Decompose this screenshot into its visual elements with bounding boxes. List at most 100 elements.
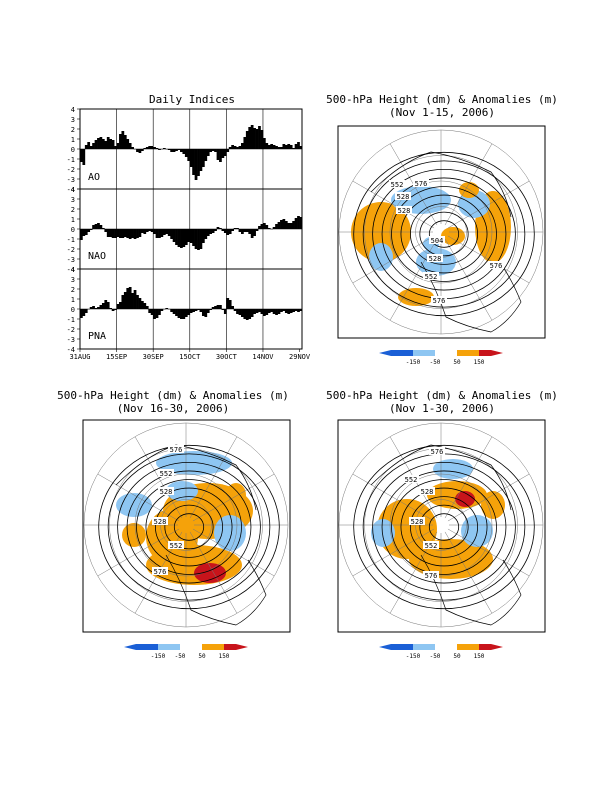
anomaly-neg-region xyxy=(214,515,246,551)
index-bar-PNA xyxy=(80,309,83,318)
colorbar-arrow-right xyxy=(491,644,503,650)
contour-label: 528 xyxy=(160,488,173,496)
contour-label: 552 xyxy=(160,470,173,478)
index-bar-AO xyxy=(260,130,264,149)
index-bar-AO xyxy=(87,142,91,149)
contour-label: 528 xyxy=(421,488,434,496)
anomaly-strong_pos-region xyxy=(194,563,226,583)
colorbar-arrow-right xyxy=(236,644,248,650)
index-bar-AO xyxy=(209,149,213,152)
index-bar-PNA xyxy=(180,309,183,319)
latitude-circle xyxy=(389,180,493,284)
colorbar-segment xyxy=(391,644,413,650)
index-bar-AO xyxy=(116,143,120,149)
index-bar-NAO xyxy=(172,229,176,242)
coastline-north-america xyxy=(165,554,267,626)
index-bar-NAO xyxy=(284,221,288,229)
index-bar-PNA xyxy=(262,309,266,316)
y-tick-label: 3 xyxy=(71,276,75,284)
index-bar-AO xyxy=(292,148,295,149)
index-bar-NAO xyxy=(265,225,269,229)
height-contour xyxy=(107,453,271,601)
latitude-circle xyxy=(109,448,263,602)
index-bar-AO xyxy=(131,147,134,149)
index-bar-PNA xyxy=(216,305,220,309)
index-bar-AO xyxy=(289,145,293,149)
index-bar-AO xyxy=(140,149,144,151)
contour-label-bg xyxy=(389,180,405,188)
colorbar-segment xyxy=(202,644,224,650)
map3-frame xyxy=(337,419,546,633)
index-bar-PNA xyxy=(250,309,254,317)
meridian-line xyxy=(352,528,435,577)
index-bar-PNA xyxy=(245,309,249,320)
index-bar-NAO xyxy=(177,229,181,247)
colorbar-arrow-left xyxy=(379,350,391,356)
index-bar-AO xyxy=(89,146,93,149)
index-bar-NAO xyxy=(241,229,244,234)
anomaly-pos-region xyxy=(427,481,487,509)
contour-label-bg xyxy=(409,517,425,525)
contour-label-bg xyxy=(396,206,412,214)
meridian-line xyxy=(97,473,180,522)
colorbar-segment xyxy=(158,644,180,650)
index-bar-NAO xyxy=(89,229,93,230)
meridian-line xyxy=(389,436,438,519)
index-bar-PNA xyxy=(294,309,298,311)
index-bar-NAO xyxy=(297,216,300,229)
index-bar-AO xyxy=(101,139,105,149)
contour-label: 528 xyxy=(154,518,167,526)
height-contour xyxy=(98,444,280,610)
y-tick-label: 2 xyxy=(71,206,75,214)
index-bar-NAO xyxy=(277,222,281,229)
meridian-line xyxy=(352,473,435,522)
index-bar-NAO xyxy=(216,227,220,229)
anomaly-pos-region xyxy=(122,523,146,547)
index-bar-AO xyxy=(282,144,286,149)
map1-frame xyxy=(337,125,546,339)
index-bar-NAO xyxy=(131,229,134,238)
index-bar-NAO xyxy=(140,229,144,233)
index-bar-NAO xyxy=(94,224,98,229)
meridian-line xyxy=(444,531,493,614)
index-bar-NAO xyxy=(99,225,103,229)
index-bar-PNA xyxy=(128,287,132,309)
height-contour xyxy=(353,444,535,610)
meridian-line xyxy=(444,238,493,321)
anomaly-neg-region xyxy=(416,248,456,276)
y-tick-label: -4 xyxy=(67,346,75,354)
anomaly-pos-region xyxy=(146,509,198,565)
anomaly-pos-region xyxy=(409,511,429,527)
height-contour xyxy=(164,504,214,550)
map3-title-line2: (Nov 1-30, 2006) xyxy=(389,402,495,415)
index-bar-AO xyxy=(297,142,300,149)
x-tick-label: 30OCT xyxy=(216,353,238,361)
index-bar-NAO xyxy=(255,229,259,231)
anomaly-strong_pos-region xyxy=(371,204,407,244)
y-tick-label: -3 xyxy=(67,176,75,184)
index-bar-AO xyxy=(114,146,117,149)
contour-label: 576 xyxy=(433,297,446,305)
latitude-circle xyxy=(415,499,467,551)
index-bar-PNA xyxy=(111,309,115,311)
index-bar-PNA xyxy=(221,309,225,310)
x-tick-label: 15OCT xyxy=(179,353,201,361)
height-contour xyxy=(391,186,497,282)
index-bar-AO xyxy=(236,147,239,149)
index-bar-AO xyxy=(136,149,139,152)
index-bar-AO xyxy=(123,135,127,149)
index-bar-NAO xyxy=(250,229,254,238)
colorbar-label: -50 xyxy=(430,359,441,366)
colorbar-arrow-left xyxy=(124,644,136,650)
meridian-line xyxy=(447,235,530,284)
index-bar-PNA xyxy=(187,309,191,315)
index-bar-NAO xyxy=(92,225,95,229)
index-bar-NAO xyxy=(209,229,213,234)
index-bar-AO xyxy=(219,149,222,162)
index-bar-AO xyxy=(270,144,274,149)
anomaly-pos-region xyxy=(409,539,493,579)
map1-group: 576 552 528 528 504 528 552 576 576 -150 -50 50 150 xyxy=(337,125,546,366)
index-bar-PNA xyxy=(126,288,130,309)
colorbar-segment xyxy=(435,644,457,650)
